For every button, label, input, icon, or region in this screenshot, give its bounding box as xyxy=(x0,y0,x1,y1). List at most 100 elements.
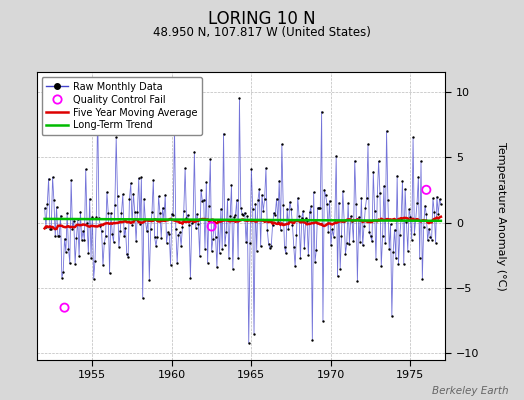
Point xyxy=(348,218,356,224)
Point xyxy=(189,218,197,224)
Point xyxy=(230,214,238,220)
Point xyxy=(360,223,368,229)
Point xyxy=(377,263,386,270)
Point xyxy=(409,134,417,141)
Point xyxy=(200,196,208,203)
Point xyxy=(150,234,159,241)
Point xyxy=(140,196,148,202)
Point xyxy=(364,141,372,147)
Point xyxy=(331,217,339,223)
Point xyxy=(408,237,416,243)
Point xyxy=(403,248,412,254)
Point xyxy=(425,225,433,232)
Point xyxy=(235,95,244,101)
Point xyxy=(254,197,262,203)
Point xyxy=(209,236,217,242)
Point xyxy=(214,217,222,224)
Point xyxy=(366,233,375,240)
Point xyxy=(116,228,124,235)
Point xyxy=(352,201,361,208)
Point xyxy=(431,239,440,246)
Point xyxy=(406,214,414,220)
Point xyxy=(181,165,189,172)
Point xyxy=(135,175,143,182)
Point xyxy=(129,190,138,197)
Point xyxy=(378,233,387,240)
Point xyxy=(110,239,118,245)
Point xyxy=(422,211,431,218)
Point xyxy=(99,262,107,268)
Point xyxy=(218,246,226,252)
Point xyxy=(91,258,99,264)
Point xyxy=(60,236,69,242)
Point xyxy=(112,134,121,141)
Point xyxy=(148,209,156,216)
Point xyxy=(78,237,86,243)
Point xyxy=(311,259,319,266)
Point xyxy=(46,226,54,232)
Point xyxy=(250,331,258,337)
Point xyxy=(423,237,432,244)
Point xyxy=(121,225,129,231)
Point xyxy=(138,295,147,301)
Point xyxy=(426,234,434,240)
Point xyxy=(57,212,65,219)
Point xyxy=(358,242,367,248)
Point xyxy=(278,141,286,148)
Point xyxy=(417,158,425,164)
Point xyxy=(186,275,194,281)
Point xyxy=(137,174,146,181)
Text: 48.950 N, 107.817 W (United States): 48.950 N, 107.817 W (United States) xyxy=(153,26,371,39)
Point xyxy=(182,214,191,221)
Point xyxy=(262,165,270,171)
Point xyxy=(118,191,127,198)
Point xyxy=(428,236,436,243)
Point xyxy=(73,216,82,222)
Point xyxy=(221,242,229,248)
Point xyxy=(363,194,371,201)
Point xyxy=(169,212,178,218)
Point xyxy=(149,177,158,183)
Point xyxy=(369,168,377,175)
Point xyxy=(198,198,206,204)
Legend: Raw Monthly Data, Quality Control Fail, Five Year Moving Average, Long-Term Tren: Raw Monthly Data, Quality Control Fail, … xyxy=(41,77,202,135)
Point xyxy=(372,256,380,262)
Point xyxy=(287,206,296,212)
Point xyxy=(411,216,420,222)
Point xyxy=(163,229,172,235)
Point xyxy=(195,253,204,260)
Point xyxy=(361,205,369,211)
Point xyxy=(226,213,234,219)
Point xyxy=(180,208,188,214)
Point xyxy=(174,232,183,238)
Point xyxy=(316,204,324,211)
Point xyxy=(265,241,273,248)
Point xyxy=(157,235,166,241)
Point xyxy=(400,261,408,267)
Point xyxy=(185,222,193,228)
Point xyxy=(96,223,104,229)
Point xyxy=(220,130,228,137)
Point xyxy=(340,218,348,224)
Point xyxy=(66,260,74,266)
Point xyxy=(76,208,84,215)
Point xyxy=(416,255,424,261)
Point xyxy=(43,201,51,207)
Point xyxy=(312,246,321,253)
Point xyxy=(373,193,381,199)
Point xyxy=(291,263,299,269)
Point xyxy=(127,180,135,187)
Point xyxy=(333,273,342,280)
Point xyxy=(192,225,200,231)
Point xyxy=(95,214,103,221)
Point xyxy=(242,239,250,245)
Point xyxy=(389,249,397,255)
Point xyxy=(82,166,90,172)
Point xyxy=(343,240,351,246)
Point xyxy=(328,226,336,232)
Point xyxy=(111,202,119,208)
Point xyxy=(190,148,199,155)
Point xyxy=(53,233,62,239)
Point xyxy=(260,196,269,202)
Point xyxy=(356,238,364,245)
